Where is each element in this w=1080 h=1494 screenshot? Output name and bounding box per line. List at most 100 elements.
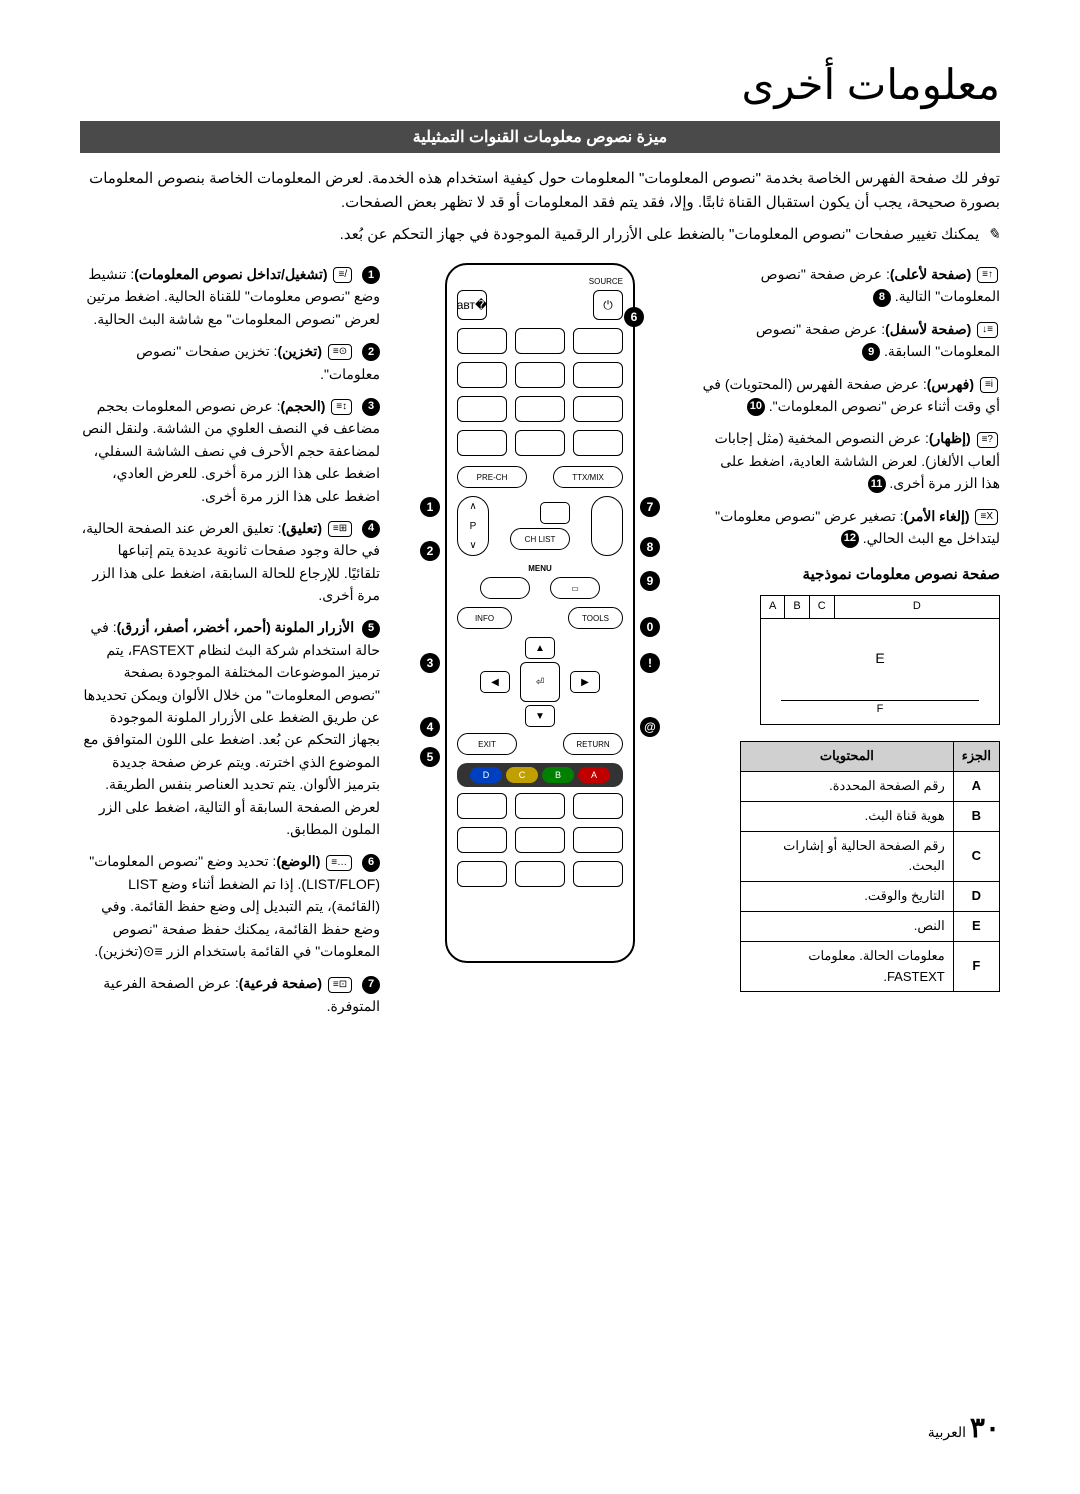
callout-6: 6 xyxy=(624,307,644,327)
volume-rocker[interactable] xyxy=(591,496,623,556)
color-button[interactable]: B xyxy=(542,767,574,783)
callout-4: 4 xyxy=(420,717,440,737)
content-cell: معلومات الحالة. معلومات FASTEXT. xyxy=(741,941,954,992)
channel-rocker[interactable]: ∧P∨ xyxy=(457,496,489,556)
feature-item: 1 ≡/ (تشغيل/تداخل نصوص المعلومات): تنشيط… xyxy=(80,263,380,330)
callout-ref: 8 xyxy=(873,289,891,307)
callout-ref: 9 xyxy=(862,343,880,361)
num-button[interactable] xyxy=(573,362,623,388)
menu-label: MENU xyxy=(457,564,623,573)
num-button[interactable] xyxy=(573,328,623,354)
callout-8: 8 xyxy=(640,537,660,557)
extra-button[interactable] xyxy=(515,827,565,853)
table-row: Cرقم الصفحة الحالية أو إشارات البحث. xyxy=(741,831,1000,882)
callout-2: 2 xyxy=(420,541,440,561)
left-column: 1 ≡/ (تشغيل/تداخل نصوص المعلومات): تنشيط… xyxy=(80,263,380,1027)
callout-ref: 2 xyxy=(362,343,380,361)
key-icon: ↓≡ xyxy=(977,322,998,338)
note-content: يمكنك تغيير صفحات "نصوص المعلومات" بالضغ… xyxy=(340,226,980,243)
exit-button[interactable]: EXIT xyxy=(457,733,517,755)
extra-button[interactable] xyxy=(573,793,623,819)
extra-button[interactable] xyxy=(457,793,507,819)
callout-11: ! xyxy=(640,653,660,673)
table-row: Bهوية قناة البث. xyxy=(741,801,1000,831)
dpad-up[interactable]: ▲ xyxy=(525,637,555,659)
key-icon: ≡⊞ xyxy=(328,521,352,537)
tools-button[interactable]: TOOLS xyxy=(568,607,623,629)
num-button[interactable] xyxy=(515,430,565,456)
callout-3: 3 xyxy=(420,653,440,673)
color-button[interactable]: C xyxy=(506,767,538,783)
part-cell: C xyxy=(953,831,999,882)
th-content: المحتويات xyxy=(741,742,954,772)
guide-button[interactable] xyxy=(480,577,530,599)
extra-button[interactable] xyxy=(457,827,507,853)
part-cell: A xyxy=(953,772,999,802)
callout-12: @ xyxy=(640,717,660,737)
color-button[interactable]: A xyxy=(578,767,610,783)
source-button[interactable]: �авт xyxy=(457,290,487,320)
content-cell: رقم الصفحة المحددة. xyxy=(741,772,954,802)
dpad-down[interactable]: ▼ xyxy=(525,705,555,727)
extra-button[interactable] xyxy=(457,861,507,887)
callout-10: 0 xyxy=(640,617,660,637)
section-header: ميزة نصوص معلومات القنوات التمثيلية xyxy=(80,121,1000,153)
num-button[interactable] xyxy=(515,396,565,422)
prech-button[interactable]: PRE-CH xyxy=(457,466,527,488)
num-button[interactable] xyxy=(457,362,507,388)
dpad-right[interactable]: ▶ xyxy=(570,671,600,693)
page-num-lang: العربية xyxy=(928,1424,966,1440)
num-button[interactable] xyxy=(515,328,565,354)
info-button[interactable]: INFO xyxy=(457,607,512,629)
note-text: ✎ يمكنك تغيير صفحات "نصوص المعلومات" بال… xyxy=(80,225,1000,243)
sample-cell-d: D xyxy=(835,596,999,618)
sample-cell-e: E xyxy=(761,619,999,669)
dpad-enter[interactable]: ⏎ xyxy=(520,662,560,702)
sample-cell-f: F xyxy=(781,700,979,719)
num-button[interactable] xyxy=(573,430,623,456)
key-icon: ≡↑ xyxy=(977,267,998,283)
extra-button[interactable] xyxy=(515,861,565,887)
remote-column: SOURCE ⏻ �авт TTX/MIX PRE xyxy=(400,263,680,1027)
callout-ref: 12 xyxy=(841,530,859,548)
sample-title: صفحة نصوص معلومات نموذجية xyxy=(700,563,1000,587)
table-row: Aرقم الصفحة المحددة. xyxy=(741,772,1000,802)
table-row: Dالتاريخ والوقت. xyxy=(741,882,1000,912)
extra-button[interactable] xyxy=(515,793,565,819)
num-button[interactable] xyxy=(457,328,507,354)
content-cell: رقم الصفحة الحالية أو إشارات البحث. xyxy=(741,831,954,882)
part-cell: E xyxy=(953,912,999,942)
callout-ref: 7 xyxy=(362,976,380,994)
color-buttons-row: ABCD xyxy=(457,763,623,787)
power-button[interactable]: ⏻ xyxy=(593,290,623,320)
num-button[interactable] xyxy=(515,362,565,388)
dpad-left[interactable]: ◀ xyxy=(480,671,510,693)
feature-item: ≡X (إلغاء الأمر): تصغير عرض "نصوص معلوما… xyxy=(700,505,1000,550)
return-button[interactable]: RETURN xyxy=(563,733,623,755)
callout-ref: 11 xyxy=(868,475,886,493)
feature-item: 2 ≡⊙ (تخزين): تخزين صفحات "نصوص معلومات"… xyxy=(80,340,380,385)
callout-7: 7 xyxy=(640,497,660,517)
part-cell: F xyxy=(953,941,999,992)
note-icon: ✎ xyxy=(987,225,1000,243)
mute-button[interactable] xyxy=(540,502,570,524)
number-pad xyxy=(457,328,623,456)
part-cell: D xyxy=(953,882,999,912)
num-button[interactable] xyxy=(457,396,507,422)
extra-button[interactable] xyxy=(573,861,623,887)
content-cell: النص. xyxy=(741,912,954,942)
feature-item: 3 ≡↕ (الحجم): عرض نصوص المعلومات بحجم مض… xyxy=(80,395,380,507)
num-button[interactable] xyxy=(573,396,623,422)
source-label: SOURCE xyxy=(457,277,623,286)
key-icon: ≡↕ xyxy=(331,399,352,415)
ttxmix-button[interactable]: TTX/MIX xyxy=(553,466,623,488)
color-button[interactable]: D xyxy=(470,767,502,783)
num-button[interactable] xyxy=(457,430,507,456)
extra-button[interactable] xyxy=(573,827,623,853)
key-icon: ≡? xyxy=(977,432,998,448)
chlist-button[interactable]: CH LIST xyxy=(510,528,570,550)
sample-page-box: A B C D E F xyxy=(760,595,1000,725)
callout-9: 9 xyxy=(640,571,660,591)
info-table: الجزء المحتويات Aرقم الصفحة المحددة.Bهوي… xyxy=(740,741,1000,992)
menu-button[interactable]: ▭ xyxy=(550,577,600,599)
